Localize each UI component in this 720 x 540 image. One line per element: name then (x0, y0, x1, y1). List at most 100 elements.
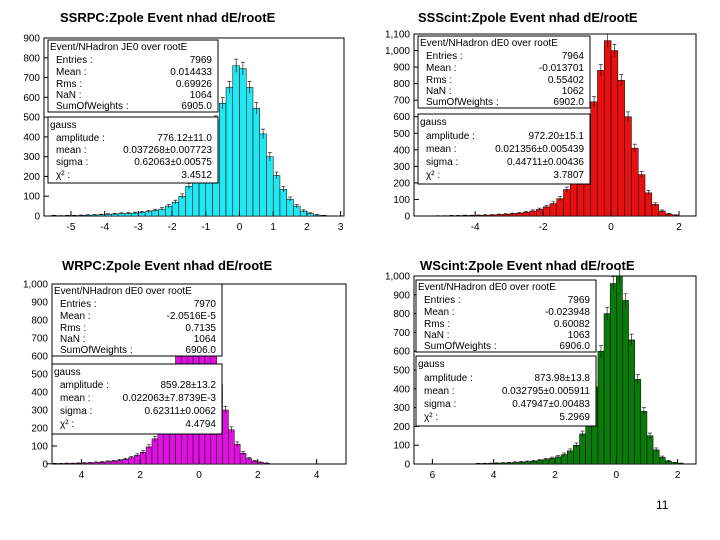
y-tick-label: 300 (31, 406, 48, 417)
histogram-bar (219, 103, 227, 217)
fit-value-amplitude: 873.98±13.8 (534, 373, 590, 384)
fit-label-mean: mean : (424, 386, 455, 397)
fit-label-sigma: sigma : (56, 157, 88, 168)
y-tick-label: 500 (23, 113, 40, 124)
stats-label-mean: Mean : (56, 67, 87, 78)
histogram-bar (610, 50, 619, 217)
y-tick-label: 600 (23, 93, 40, 104)
fit-value-chi2: 3.7807 (553, 170, 584, 181)
stats-box: Event/NHadron JE0 over rootE Entries : 7… (47, 39, 219, 113)
fit-label-chi2: χ² : (60, 419, 74, 430)
stats-box: Event/NHadron dE0 over rootE Entries : 7… (415, 279, 597, 353)
x-tick-label: -2 (168, 222, 177, 233)
fit-label-chi2: χ² : (426, 170, 440, 181)
fit-box-frame (417, 113, 591, 185)
y-tick-label: 800 (23, 53, 40, 64)
histogram-bar (151, 438, 159, 465)
x-tick-label: 2 (552, 470, 558, 481)
stats-header: Event/NHadron dE0 over rootE (418, 282, 556, 293)
y-tick-label: 500 (393, 366, 410, 377)
stats-label-sumofweights: SumOfWeights : (426, 97, 499, 108)
stats-label-mean: Mean : (60, 311, 91, 322)
histogram-bar (631, 147, 639, 217)
y-tick-label: 900 (31, 298, 48, 309)
y-tick-label: 500 (31, 370, 48, 381)
fit-value-chi2: 3.4512 (181, 170, 212, 181)
y-tick-label: 0 (34, 212, 40, 223)
y-axis: 0 100 200 300 400 500 600 700 800 900 (23, 34, 49, 223)
histogram-bar (556, 198, 564, 217)
y-tick-label: 900 (23, 34, 40, 45)
x-tick-label: -1 (201, 222, 210, 233)
histogram-wrpc: WRPC:Zpole Event nhad dE/rootE 0 100 200 30… (23, 258, 347, 481)
fit-box: gauss amplitude : 859.28±13.2 mean : 0.0… (51, 363, 223, 435)
histogram-bar (609, 283, 617, 465)
stats-value-nan: 1064 (194, 334, 217, 345)
stats-box: Event/NHadron dE0 over rootE Entries : 7… (417, 35, 591, 109)
fit-label-mean: mean : (56, 145, 87, 156)
histogram-bar (178, 195, 186, 217)
y-tick-label: 700 (393, 96, 410, 107)
fit-label-amplitude: amplitude : (60, 380, 109, 391)
stats-label-sumofweights: SumOfWeights : (56, 101, 129, 112)
histogram-bar (286, 198, 294, 217)
fit-value-amplitude: 776.12±11.0 (157, 133, 212, 144)
chart-title: WScint:Zpole Event nhad dE/rootE (420, 258, 635, 273)
stats-label-sumofweights: SumOfWeights : (60, 345, 133, 356)
stats-label-nan: NaN : (56, 90, 82, 101)
y-tick-label: 300 (393, 403, 410, 414)
histogram-wscint: WScint:Zpole Event nhad dE/rootE 0100200… (385, 258, 697, 481)
y-tick-label: 1,100 (385, 30, 410, 41)
histogram-panel-wscint: WScint:Zpole Event nhad dE/rootE 0 100 200… (360, 250, 720, 500)
x-tick-label: -2 (539, 222, 548, 233)
fit-label-mean: mean : (426, 144, 457, 155)
stats-label-nan: NaN : (60, 334, 86, 345)
fit-value-amplitude: 972.20±15.1 (528, 131, 584, 142)
stats-box-frame (415, 279, 597, 353)
y-tick-label: 600 (393, 347, 410, 358)
histogram-bar (597, 70, 605, 217)
histogram-bar (567, 450, 574, 465)
histogram-ssscint: SSScint:Zpole Event nhad dE/rootE 010020… (385, 10, 697, 233)
fit-header: gauss (420, 117, 447, 128)
histogram-bar (228, 429, 235, 465)
fit-box: gauss amplitude : 873.98±13.8 mean : 0.0… (415, 355, 597, 427)
x-tick-label: 4 (491, 470, 497, 481)
stats-value-mean: -2.0516E-5 (167, 311, 217, 322)
stats-value-sumofweights: 6902.0 (553, 97, 584, 108)
histogram-bar (272, 175, 281, 217)
y-tick-label: 500 (393, 129, 410, 140)
histogram-ssrpc: SSRPC:Zpole Event nhad dE/rootE 0 100 200 3… (23, 10, 345, 233)
histogram-bar (245, 87, 254, 217)
fit-label-amplitude: amplitude : (426, 131, 475, 142)
y-tick-label: 700 (23, 73, 40, 84)
histogram-bar (617, 80, 625, 217)
x-axis: -4 -2 0 2 (471, 211, 682, 233)
x-tick-label: -4 (471, 222, 480, 233)
histogram-bar (573, 444, 580, 465)
y-tick-label: 400 (31, 388, 48, 399)
chart-title: WRPC:Zpole Event nhad dE/rootE (62, 258, 272, 273)
histogram-bar (252, 107, 260, 217)
stats-value-mean: -0.013701 (539, 63, 584, 74)
fit-value-mean: 0.022063±7.8739E-3 (123, 393, 217, 404)
fit-box: gauss amplitude : 972.20±15.1 mean : 0.0… (417, 113, 591, 185)
histogram-panel-ssrpc: SSRPC:Zpole Event nhad dE/rootE 0 100 200 3… (0, 0, 360, 250)
histogram-bar (624, 116, 632, 217)
x-axis: 6 4 2 0 2 (430, 459, 681, 481)
y-tick-label: 100 (393, 195, 410, 206)
stats-box-frame (51, 283, 223, 357)
histogram-bar (616, 275, 623, 465)
x-tick-label: 0 (614, 470, 620, 481)
x-tick-label: 2 (676, 222, 682, 233)
histogram-bar (145, 446, 153, 465)
x-tick-label: -5 (67, 222, 76, 233)
y-tick-label: 700 (31, 334, 48, 345)
x-axis: -5 -4 -3 -2 -1 0 1 2 3 (67, 211, 344, 233)
fit-value-sigma: 0.44711±0.00436 (507, 157, 584, 168)
stats-label-entries: Entries : (424, 295, 461, 306)
fit-value-chi2: 4.4794 (185, 419, 216, 430)
stats-header: Event/NHadron JE0 over rootE (50, 42, 188, 53)
histogram-bar (185, 186, 193, 217)
histogram-bar (644, 192, 653, 217)
